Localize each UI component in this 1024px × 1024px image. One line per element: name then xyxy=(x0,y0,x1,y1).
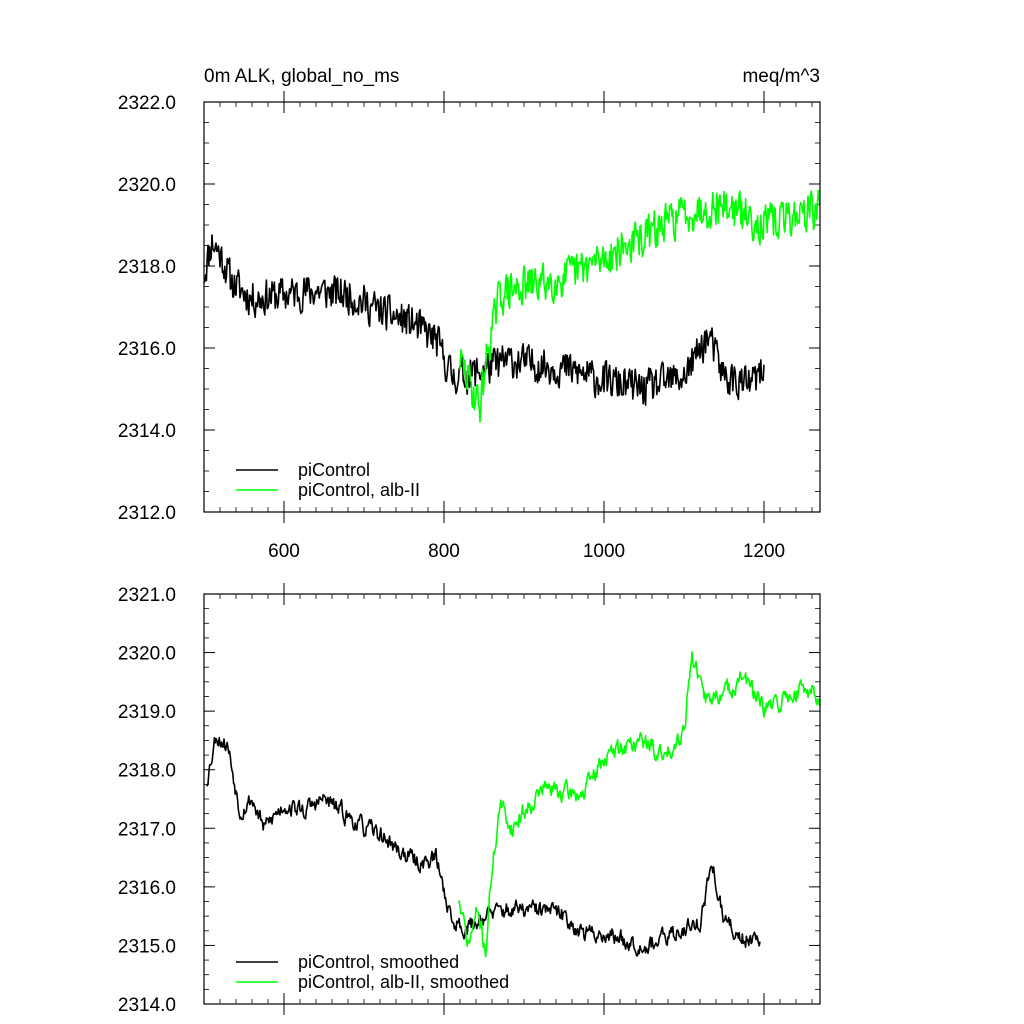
top-legend: piControl piControl, alb-II xyxy=(236,460,420,500)
top-x-tick-label: 1200 xyxy=(743,541,785,562)
top-chart-title-right: meq/m^3 xyxy=(742,66,820,87)
top-y-tick-labels: 2312.0 2314.0 2316.0 2318.0 2320.0 2322.0 xyxy=(118,93,176,524)
bottom-y-tick-label: 2316.0 xyxy=(118,878,176,899)
top-series-lines xyxy=(203,189,821,423)
top-plot-frame xyxy=(203,101,821,513)
bottom-y-tick-label: 2318.0 xyxy=(118,761,176,782)
top-x-tick-label: 1000 xyxy=(583,541,625,562)
top-x-tick-label: 800 xyxy=(428,541,460,562)
bottom-y-tick-label: 2321.0 xyxy=(118,585,176,606)
top-y-tick-label: 2316.0 xyxy=(118,339,176,360)
bottom-legend-label-picontrol-smoothed: piControl, smoothed xyxy=(298,952,459,972)
bottom-y-tick-label: 2317.0 xyxy=(118,819,176,840)
top-y-tick-label: 2320.0 xyxy=(118,175,176,196)
bottom-series-lines xyxy=(205,651,821,958)
bottom-chart-panel: 2314.0 2315.0 2316.0 2317.0 2318.0 2319.0 2320… xyxy=(118,583,821,1016)
top-y-tick-label: 2318.0 xyxy=(118,257,176,278)
top-y-tick-label: 2312.0 xyxy=(118,503,176,524)
bottom-plot-frame xyxy=(203,593,821,1005)
bottom-y-tick-label: 2320.0 xyxy=(118,644,176,665)
bottom-y-tick-label: 2315.0 xyxy=(118,936,176,957)
top-legend-label-alb-ii: piControl, alb-II xyxy=(298,480,420,500)
top-x-tick-label: 600 xyxy=(268,541,300,562)
top-series-picontrol-alb-ii xyxy=(459,189,821,423)
bottom-y-tick-label: 2314.0 xyxy=(118,995,176,1016)
bottom-y-tick-labels: 2314.0 2315.0 2316.0 2317.0 2318.0 2319.0 2320… xyxy=(118,585,176,1016)
top-x-tick-labels: 600 800 1000 1200 xyxy=(268,541,785,562)
top-y-tick-label: 2322.0 xyxy=(118,93,176,114)
bottom-y-tick-label: 2319.0 xyxy=(118,702,176,723)
top-chart-panel: 0m ALK, global_no_ms meq/m^3 2312.0 2314.… xyxy=(118,66,821,562)
top-y-tick-label: 2314.0 xyxy=(118,421,176,442)
bottom-legend-label-alb-ii-smoothed: piControl, alb-II, smoothed xyxy=(298,972,509,992)
bottom-legend: piControl, smoothed piControl, alb-II, s… xyxy=(236,952,509,992)
top-chart-title-left: 0m ALK, global_no_ms xyxy=(204,66,399,87)
bottom-series-picontrol-alb-ii-smoothed xyxy=(457,651,821,958)
top-legend-label-picontrol: piControl xyxy=(298,460,370,480)
bottom-series-picontrol-smoothed xyxy=(205,736,761,957)
